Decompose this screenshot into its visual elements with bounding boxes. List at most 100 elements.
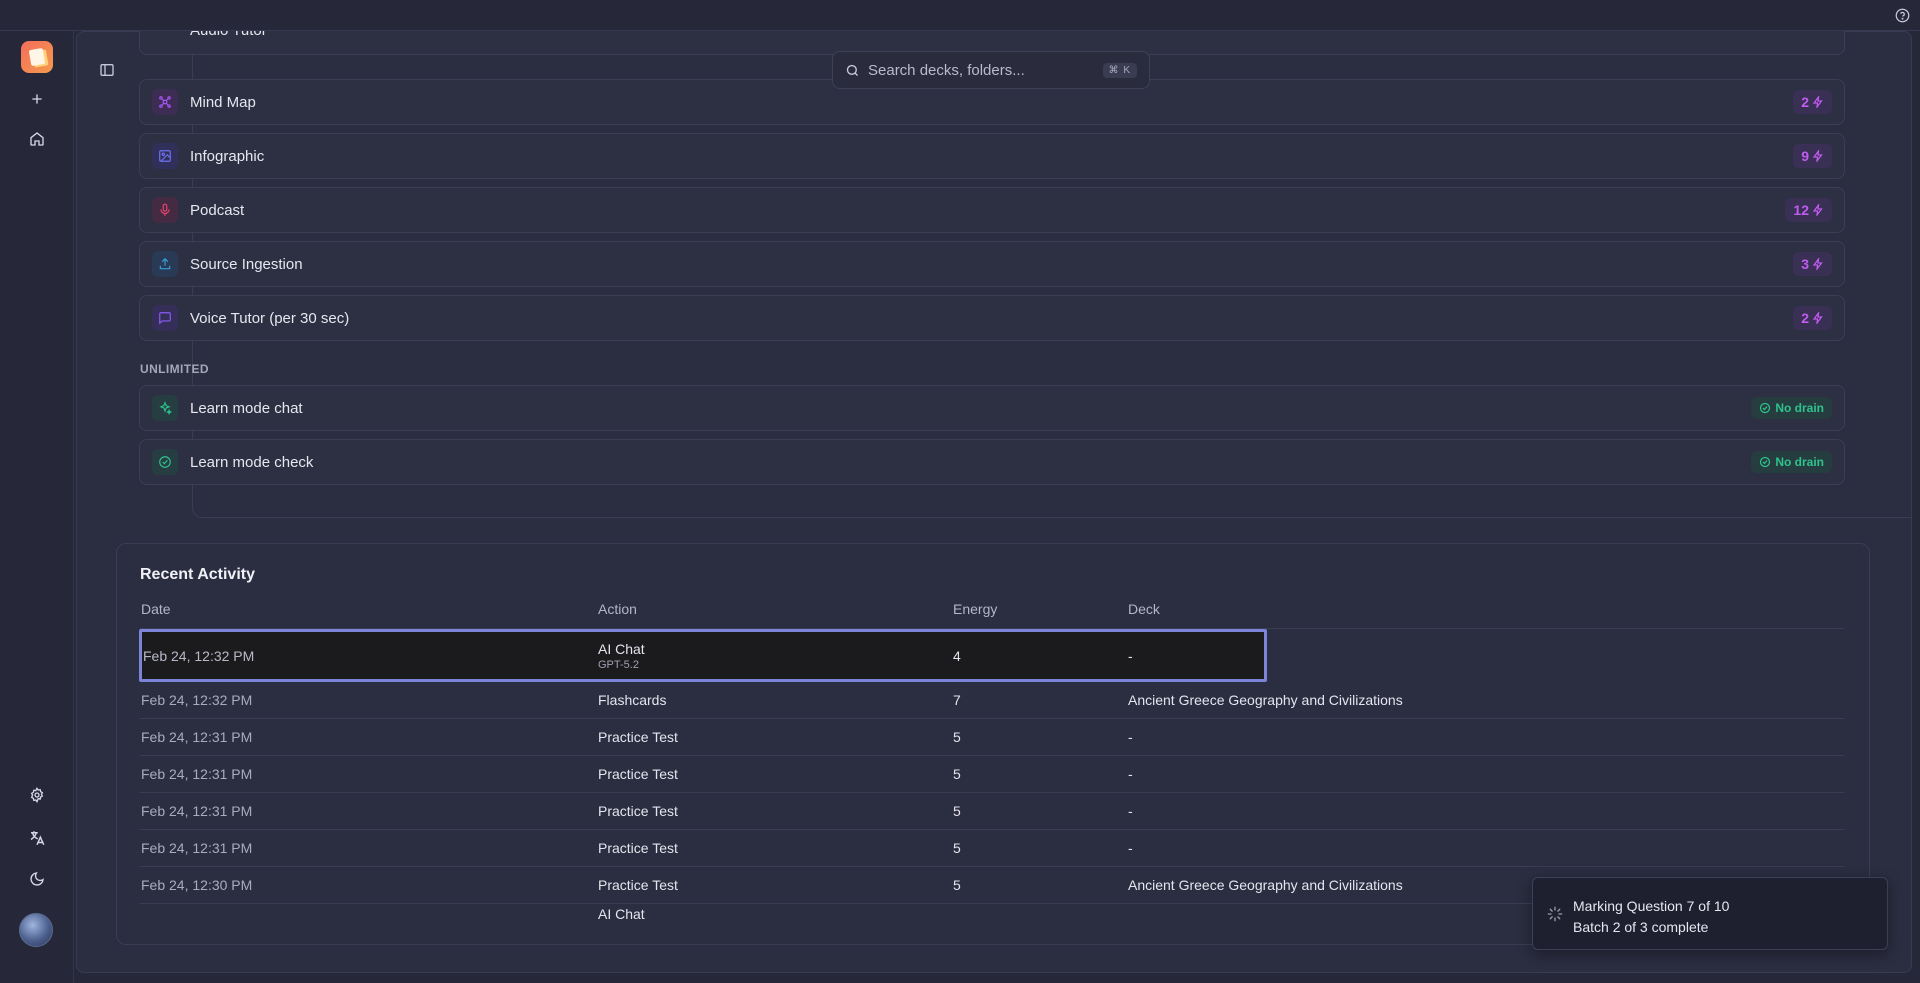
row-action: Practice Test	[598, 840, 678, 856]
settings-gear-icon[interactable]	[24, 782, 50, 808]
top-bar	[0, 0, 1920, 31]
help-icon[interactable]	[1894, 7, 1910, 23]
row-deck: -	[1128, 766, 1133, 782]
cost-name: Learn mode chat	[190, 399, 303, 417]
energy-cost-badge: 12	[1785, 198, 1832, 222]
search-icon	[845, 63, 860, 78]
row-energy: 5	[953, 729, 961, 745]
table-row[interactable]: Feb 24, 12:31 PM Practice Test 5 -	[140, 719, 1844, 756]
row-energy: 5	[953, 766, 961, 782]
table-row-selected[interactable]: Feb 24, 12:32 PM AI Chat GPT-5.2 4 -	[139, 629, 1267, 682]
home-icon[interactable]	[24, 126, 50, 152]
no-drain-label: No drain	[1775, 455, 1824, 469]
loading-spinner-icon	[1547, 906, 1563, 922]
cost-name: Mind Map	[190, 93, 256, 111]
search-shortcut-hint: ⌘ K	[1102, 62, 1137, 78]
row-date: Feb 24, 12:32 PM	[141, 692, 253, 708]
language-translate-icon[interactable]	[24, 825, 50, 851]
energy-cost-value: 9	[1801, 148, 1809, 164]
cost-row-learn-mode-check: Learn mode check No drain	[139, 439, 1845, 485]
search-box[interactable]: ⌘ K	[832, 51, 1150, 89]
cost-row-partial-label: Audio Tutor	[190, 31, 267, 39]
table-row[interactable]: Feb 24, 12:31 PM Practice Test 5 -	[140, 793, 1844, 830]
row-action: AI Chat GPT-5.2	[598, 641, 645, 671]
progress-toast: Marking Question 7 of 10 Batch 2 of 3 co…	[1532, 877, 1888, 950]
lightning-icon	[1812, 312, 1823, 324]
lightning-icon	[1812, 150, 1823, 162]
row-deck: -	[1128, 803, 1133, 819]
cost-row-podcast: Podcast 12	[139, 187, 1845, 233]
upload-icon	[152, 251, 178, 277]
energy-cost-badge: 3	[1793, 252, 1832, 276]
row-action: Practice Test	[598, 766, 678, 782]
row-deck: -	[1128, 840, 1133, 856]
table-row[interactable]: Feb 24, 12:30 PM Practice Test 5 Ancient…	[140, 867, 1844, 904]
row-date: Feb 24, 12:32 PM	[143, 647, 255, 664]
toast-subtitle: Batch 2 of 3 complete	[1573, 919, 1709, 935]
energy-cost-badge: 2	[1793, 90, 1832, 114]
table-header-divider	[140, 628, 1844, 629]
user-avatar[interactable]	[19, 913, 53, 947]
row-energy: 5	[953, 840, 961, 856]
row-action: Practice Test	[598, 877, 678, 893]
energy-cost-value: 3	[1801, 256, 1809, 272]
cost-name: Source Ingestion	[190, 255, 303, 273]
recent-activity-title: Recent Activity	[140, 566, 255, 583]
no-drain-badge: No drain	[1751, 451, 1832, 473]
sidebar-toggle-icon[interactable]	[98, 61, 116, 79]
cost-row-voice-tutor: Voice Tutor (per 30 sec) 2	[139, 295, 1845, 341]
sparkle-icon	[152, 395, 178, 421]
row-energy: 4	[953, 647, 961, 664]
energy-cost-value: 2	[1801, 310, 1809, 326]
row-deck: Ancient Greece Geography and Civilizatio…	[1128, 692, 1403, 708]
cost-name: Podcast	[190, 201, 245, 219]
row-action: Flashcards	[598, 692, 667, 708]
column-header-date: Date	[141, 601, 171, 617]
microphone-icon	[152, 197, 178, 223]
cost-row-source-ingestion: Source Ingestion 3	[139, 241, 1845, 287]
new-item-button[interactable]	[24, 86, 50, 112]
search-input[interactable]	[868, 61, 1103, 79]
check-circle-icon	[1760, 456, 1771, 468]
dark-mode-moon-icon[interactable]	[24, 866, 50, 892]
column-header-energy: Energy	[953, 601, 998, 617]
cost-name: Infographic	[190, 147, 265, 165]
mind-map-icon	[152, 89, 178, 115]
row-action-model: GPT-5.2	[598, 658, 639, 671]
app-rail	[0, 31, 74, 983]
app-logo[interactable]	[21, 41, 53, 73]
table-row-partial[interactable]: AI Chat	[140, 904, 1844, 920]
table-row[interactable]: Feb 24, 12:31 PM Practice Test 5 -	[140, 830, 1844, 867]
energy-cost-badge: 2	[1793, 306, 1832, 330]
cost-row-learn-mode-chat: Learn mode chat No drain	[139, 385, 1845, 431]
row-action: Practice Test	[598, 803, 678, 819]
chat-bubble-icon	[152, 305, 178, 331]
row-energy: 5	[953, 877, 961, 893]
table-row[interactable]: Feb 24, 12:32 PM Flashcards 7 Ancient Gr…	[140, 682, 1844, 719]
row-deck: Ancient Greece Geography and Civilizatio…	[1128, 877, 1403, 893]
row-date: Feb 24, 12:31 PM	[141, 803, 253, 819]
row-deck: -	[1128, 647, 1133, 664]
check-circle-icon	[152, 449, 178, 475]
table-row[interactable]: Feb 24, 12:31 PM Practice Test 5 -	[140, 756, 1844, 793]
energy-cost-value: 12	[1793, 202, 1809, 218]
energy-cost-value: 2	[1801, 94, 1809, 110]
row-energy: 7	[953, 692, 961, 708]
row-energy: 5	[953, 803, 961, 819]
lightning-icon	[1812, 96, 1823, 108]
row-action: AI Chat	[598, 906, 645, 920]
energy-cost-badge: 9	[1793, 144, 1832, 168]
cost-row-mind-map: Mind Map 2	[139, 79, 1845, 125]
row-date: Feb 24, 12:30 PM	[141, 877, 253, 893]
lightning-icon	[1812, 258, 1823, 270]
no-drain-label: No drain	[1775, 401, 1824, 415]
cost-row-infographic: Infographic 9	[139, 133, 1845, 179]
row-action: Practice Test	[598, 729, 678, 745]
row-deck: -	[1128, 729, 1133, 745]
check-circle-icon	[1760, 402, 1771, 414]
image-icon	[152, 143, 178, 169]
row-action-label: AI Chat	[598, 640, 645, 657]
row-date: Feb 24, 12:31 PM	[141, 729, 253, 745]
row-date: Feb 24, 12:31 PM	[141, 840, 253, 856]
cost-name: Learn mode check	[190, 453, 314, 471]
